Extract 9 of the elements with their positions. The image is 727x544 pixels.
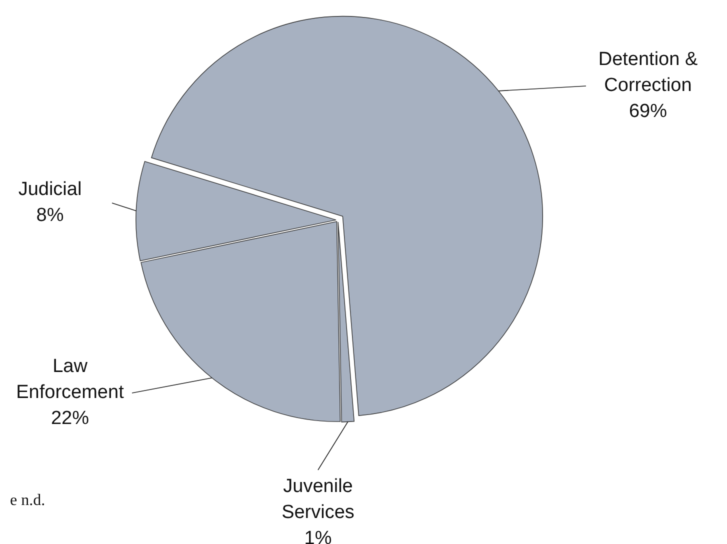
slice-label: Juvenile Services — [282, 476, 354, 523]
slice-label: Law Enforcement — [16, 356, 125, 403]
slice-label: Detention & Correction — [598, 49, 698, 96]
data-label: 69% — [628, 101, 668, 122]
text: e n.d. — [10, 492, 46, 509]
slice-label: Judicial — [18, 179, 82, 200]
data-label: 1% — [304, 528, 332, 544]
data-label: 8% — [36, 205, 64, 226]
data-label: 22% — [50, 408, 90, 429]
